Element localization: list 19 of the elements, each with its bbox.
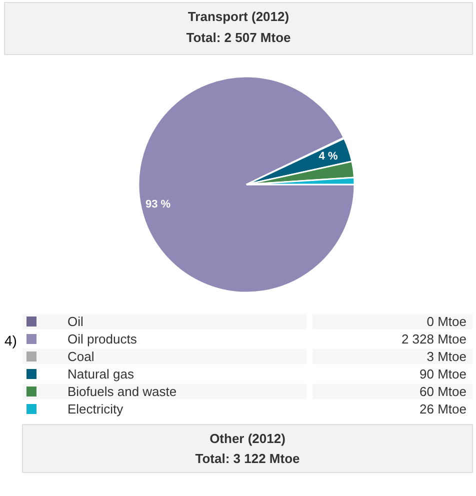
data-label: 26 Mtoe [420, 402, 467, 416]
data-label: 60 Mtoe [420, 384, 467, 399]
legend-label: Natural gas [68, 366, 134, 382]
legend-label: Coal [68, 349, 94, 364]
text: 0 Mtoe [426, 314, 467, 329]
data-label: 90 Mtoe [420, 366, 467, 382]
legend-label: Oil products [68, 332, 138, 346]
data-label: 3 Mtoe [426, 349, 467, 364]
text: Total: 3 122 Mtoe [195, 451, 300, 466]
legend-label: Biofuels and waste [68, 384, 177, 399]
chart-title: Transport (2012) [188, 9, 290, 24]
text: 4) [4, 332, 17, 348]
text: 93 % [146, 198, 171, 211]
legend-label: Electricity [68, 402, 124, 416]
legend-label: Oil [68, 314, 84, 329]
text: 4 % [318, 150, 338, 163]
data-label: 2 328 Mtoe [401, 332, 466, 346]
text: Other (2012) [210, 431, 286, 446]
chart-subtitle: Total: 2 507 Mtoe [186, 30, 291, 45]
